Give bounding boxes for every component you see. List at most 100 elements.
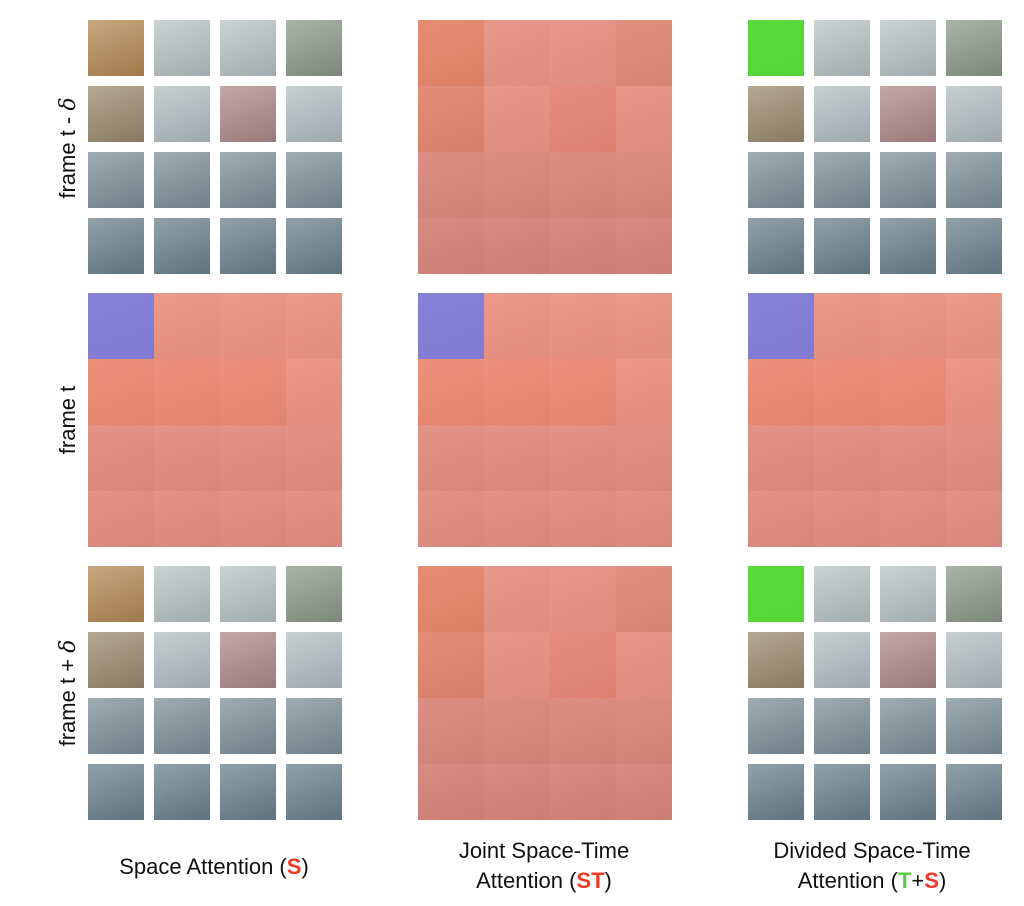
spatial-attention-patch bbox=[484, 632, 550, 698]
image-patch bbox=[880, 698, 936, 754]
image-patch bbox=[88, 152, 144, 208]
image-patch bbox=[616, 566, 672, 632]
image-patch bbox=[880, 20, 936, 76]
spatial-attention-patch bbox=[286, 293, 342, 359]
image-patch bbox=[616, 152, 672, 218]
image-patch bbox=[880, 359, 946, 425]
spatial-attention-patch bbox=[616, 425, 672, 491]
spatial-attention-patch bbox=[616, 632, 672, 698]
spatial-attention-patch bbox=[748, 425, 814, 491]
tag-t: T bbox=[897, 868, 912, 893]
image-patch bbox=[88, 86, 144, 142]
spatial-attention-patch bbox=[484, 764, 550, 820]
spatial-attention-patch bbox=[418, 218, 484, 274]
image-patch bbox=[550, 491, 616, 547]
image-patch bbox=[88, 491, 154, 547]
query-patch bbox=[748, 293, 814, 359]
image-patch bbox=[286, 293, 342, 359]
image-patch bbox=[418, 764, 484, 820]
image-patch bbox=[88, 20, 144, 76]
spatial-attention-patch bbox=[616, 764, 672, 820]
spatial-attention-patch bbox=[418, 86, 484, 152]
image-patch bbox=[484, 359, 550, 425]
image-patch bbox=[550, 218, 616, 274]
image-patch bbox=[220, 425, 286, 491]
image-patch bbox=[550, 20, 616, 86]
spatial-attention-patch bbox=[550, 20, 616, 86]
image-patch bbox=[616, 293, 672, 359]
image-patch bbox=[286, 491, 342, 547]
image-patch bbox=[220, 491, 286, 547]
image-patch bbox=[880, 293, 946, 359]
image-patch bbox=[88, 359, 154, 425]
image-patch bbox=[550, 152, 616, 218]
frame-panel bbox=[88, 293, 342, 547]
image-patch bbox=[946, 152, 1002, 208]
image-patch bbox=[154, 764, 210, 820]
image-patch bbox=[220, 218, 276, 274]
image-patch bbox=[550, 698, 616, 764]
spatial-attention-patch bbox=[484, 152, 550, 218]
image-patch bbox=[550, 359, 616, 425]
image-patch bbox=[286, 86, 342, 142]
image-patch bbox=[484, 491, 550, 547]
spatial-attention-patch bbox=[616, 566, 672, 632]
spatial-attention-patch bbox=[418, 698, 484, 764]
image-patch bbox=[286, 152, 342, 208]
frame-panel bbox=[418, 20, 672, 274]
image-patch bbox=[286, 359, 342, 425]
image-patch bbox=[748, 632, 804, 688]
image-patch bbox=[946, 20, 1002, 76]
image-patch bbox=[220, 764, 276, 820]
image-patch bbox=[616, 491, 672, 547]
spatial-attention-patch bbox=[616, 86, 672, 152]
frame-panel bbox=[748, 566, 1002, 820]
frame-panel bbox=[418, 293, 672, 547]
image-patch bbox=[814, 491, 880, 547]
tag-s: S bbox=[286, 854, 302, 879]
image-patch bbox=[550, 86, 616, 152]
spatial-attention-patch bbox=[550, 293, 616, 359]
image-patch bbox=[550, 425, 616, 491]
image-patch bbox=[88, 566, 144, 622]
image-patch bbox=[814, 218, 870, 274]
spatial-attention-patch bbox=[220, 359, 286, 425]
spatial-attention-patch bbox=[550, 764, 616, 820]
image-patch bbox=[88, 293, 154, 359]
image-patch bbox=[484, 218, 550, 274]
image-patch bbox=[418, 566, 484, 632]
image-patch bbox=[814, 632, 870, 688]
spatial-attention-patch bbox=[418, 566, 484, 632]
image-patch bbox=[418, 152, 484, 218]
image-patch bbox=[946, 632, 1002, 688]
image-patch bbox=[946, 86, 1002, 142]
image-patch bbox=[616, 698, 672, 764]
image-patch bbox=[946, 218, 1002, 274]
frame-panel bbox=[748, 20, 1002, 274]
image-patch bbox=[286, 698, 342, 754]
spatial-attention-patch bbox=[550, 359, 616, 425]
spatial-attention-patch bbox=[550, 632, 616, 698]
image-patch bbox=[880, 764, 936, 820]
image-patch bbox=[484, 698, 550, 764]
image-patch bbox=[484, 764, 550, 820]
image-patch bbox=[88, 632, 144, 688]
image-patch bbox=[418, 632, 484, 698]
delta-symbol: δ bbox=[56, 97, 81, 111]
tag-s: S bbox=[924, 868, 939, 893]
row-label-frame-t-plus-delta: frame t + δ bbox=[55, 639, 81, 747]
image-patch bbox=[88, 698, 144, 754]
image-patch bbox=[154, 293, 220, 359]
spatial-attention-patch bbox=[220, 293, 286, 359]
image-patch bbox=[484, 86, 550, 152]
spatial-attention-patch bbox=[814, 425, 880, 491]
image-patch bbox=[154, 86, 210, 142]
image-patch bbox=[880, 425, 946, 491]
spatial-attention-patch bbox=[220, 491, 286, 547]
spatial-attention-patch bbox=[418, 491, 484, 547]
image-patch bbox=[748, 698, 804, 754]
image-patch bbox=[748, 359, 814, 425]
image-patch bbox=[616, 764, 672, 820]
spatial-attention-patch bbox=[484, 698, 550, 764]
row-label-frame-t: frame t bbox=[55, 385, 80, 455]
